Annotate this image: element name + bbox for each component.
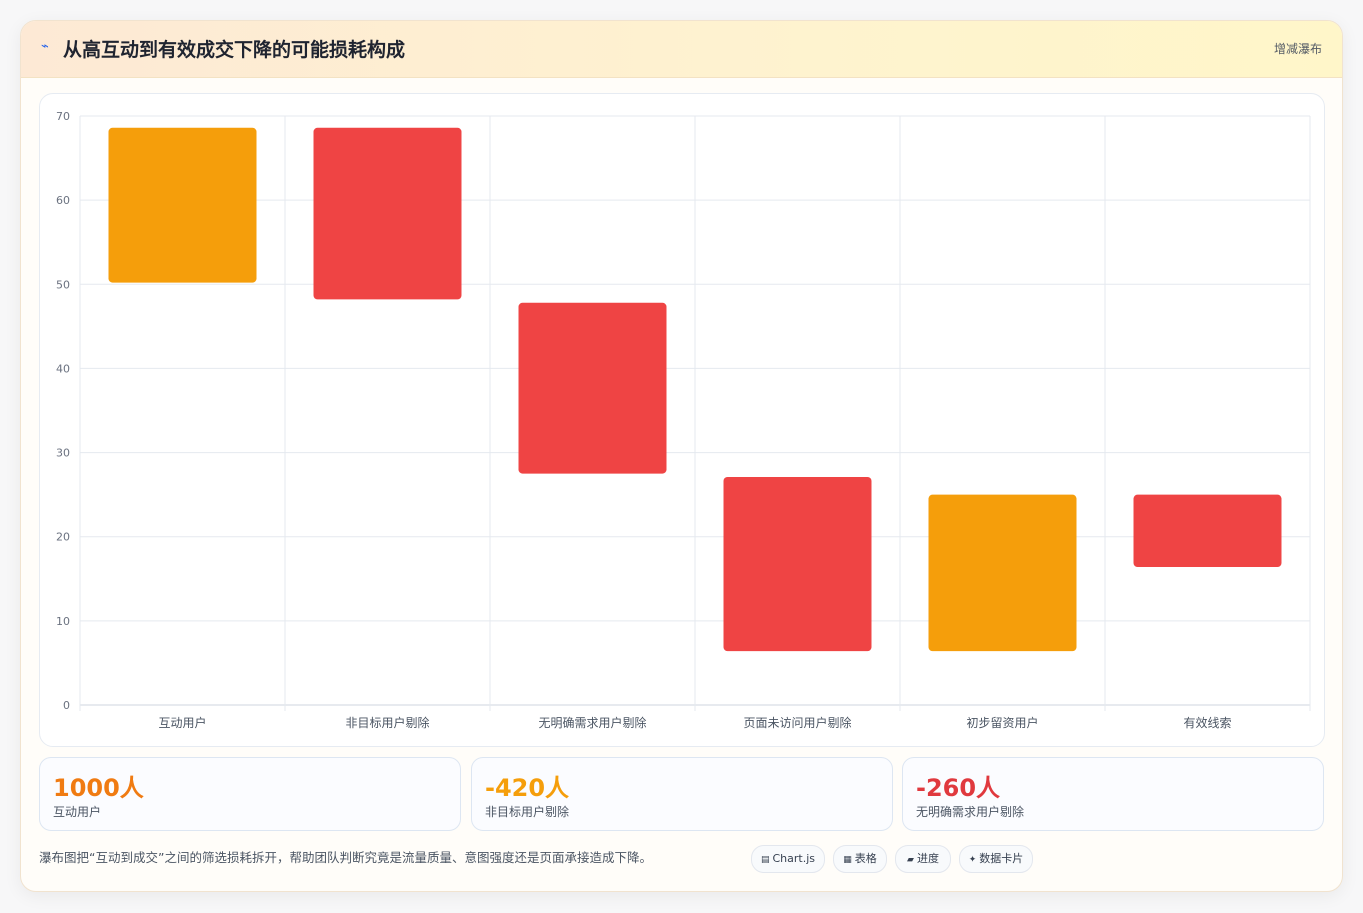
card-title: 从高互动到有效成交下降的可能损耗构成 <box>63 39 406 61</box>
chart-container: 0 10 20 30 40 50 60 70 互动用户 非目标用户剔除 无明确需求用户剔除 页面未访问… <box>39 93 1325 747</box>
chip-progress[interactable]: ▰ 进度 <box>895 845 951 873</box>
chip-chartjs[interactable]: ▤ Chart.js <box>751 845 825 873</box>
waterfall-bar <box>313 127 462 300</box>
stat-card-non-target: -420人 非目标用户剔除 <box>471 757 893 831</box>
stat-cards: 1000人 互动用户 -420人 非目标用户剔除 -260人 无明确需求用户剔除 <box>39 757 1324 831</box>
waterfall-bar <box>928 494 1077 652</box>
waterfall-card: ⌁ 从高互动到有效成交下降的可能损耗构成 增减瀑布 0 10 20 30 40 50 60 7… <box>20 20 1343 892</box>
y-tick-label: 40 <box>56 362 70 375</box>
waterfall-chart: 0 10 20 30 40 50 60 70 互动用户 非目标用户剔除 无明确需求用户剔除 页面未访问… <box>56 110 1311 730</box>
y-tick-label: 10 <box>56 615 70 628</box>
sparkle-icon: ✦ <box>968 855 977 865</box>
x-category-label: 有效线索 <box>1183 715 1231 730</box>
footer-note: 瀑布图把“互动到成交”之间的筛选损耗拆开，帮助团队判断究竟是流量质量、意图强度还… <box>39 850 652 865</box>
chip-data-cards[interactable]: ✦ 数据卡片 <box>959 845 1033 873</box>
y-tick-label: 30 <box>56 447 70 460</box>
x-category-label: 初步留资用户 <box>966 715 1038 730</box>
y-tick-label: 70 <box>56 110 70 123</box>
x-category-label: 互动用户 <box>158 715 206 730</box>
waterfall-bar <box>1133 494 1282 568</box>
chip-table[interactable]: ▦ 表格 <box>833 845 887 873</box>
x-category-label: 页面未访问用户剔除 <box>743 715 851 730</box>
stat-value: -260人 <box>916 774 1001 802</box>
y-tick-label: 60 <box>56 194 70 207</box>
stat-label: 无明确需求用户剔除 <box>916 805 1025 819</box>
chip-label: Chart.js <box>772 852 816 865</box>
waterfall-bar <box>518 302 667 474</box>
card-header: ⌁ 从高互动到有效成交下降的可能损耗构成 增减瀑布 <box>21 21 1342 78</box>
stat-label: 互动用户 <box>53 805 102 819</box>
x-category-label: 无明确需求用户剔除 <box>538 715 646 730</box>
stat-card-interactions: 1000人 互动用户 <box>39 757 461 831</box>
waterfall-bar <box>108 127 257 283</box>
chip-label: 进度 <box>916 852 939 865</box>
stat-label: 非目标用户剔除 <box>485 805 570 819</box>
waterfall-bar <box>723 476 872 652</box>
chart-icon: ▤ <box>760 855 770 865</box>
y-tick-label: 20 <box>56 531 70 544</box>
table-icon: ▦ <box>843 855 852 865</box>
progress-icon: ▰ <box>907 855 914 865</box>
chip-label: 数据卡片 <box>979 852 1024 865</box>
y-tick-label: 0 <box>63 699 70 712</box>
chip-label: 表格 <box>854 852 877 865</box>
stat-value: -420人 <box>485 774 570 802</box>
x-category-label: 非目标用户剔除 <box>345 715 429 730</box>
y-tick-label: 50 <box>56 278 70 291</box>
stat-value: 1000人 <box>53 774 144 802</box>
pulse-icon: ⌁ <box>41 39 49 54</box>
stat-card-no-intent: -260人 无明确需求用户剔除 <box>902 757 1324 831</box>
chart-type-tag: 增减瀑布 <box>1273 42 1322 56</box>
